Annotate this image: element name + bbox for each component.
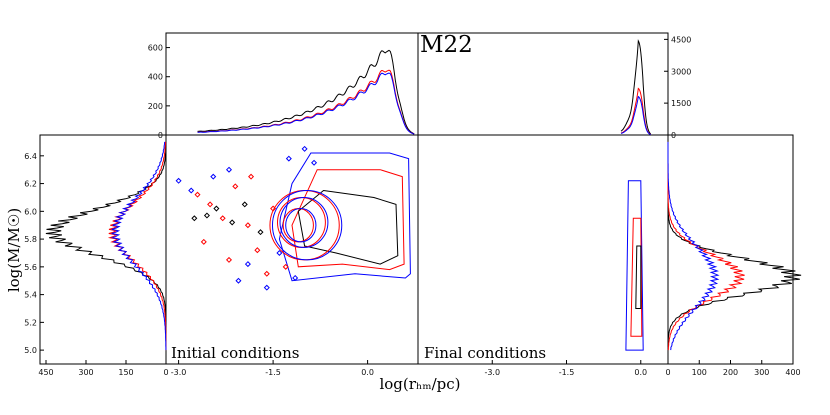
top-final-y-tick-label: 4500 [671, 35, 691, 44]
scatter-point-black [203, 212, 210, 219]
top-final-y-tick-label: 0 [671, 131, 676, 140]
right-hist-x-tick-label: 400 [785, 368, 800, 377]
scatter-point-black [213, 205, 220, 212]
scatter-point-red [219, 215, 226, 222]
top-initial-y-tick-label: 400 [148, 73, 163, 82]
left-initial-histogram-black [45, 141, 167, 351]
scatter-point-red [270, 205, 277, 212]
y-tick-label: 6.4 [24, 152, 37, 161]
left-initial-histogram-blue [110, 141, 167, 351]
top-final-y-tick-label: 1500 [671, 99, 691, 108]
scatter-point-blue [244, 261, 251, 268]
left-initial-histogram-red [107, 141, 167, 351]
right-final-histogram-frame [667, 134, 794, 365]
scatter-point-black [191, 215, 198, 222]
scatter-point-blue [292, 274, 299, 281]
y-tick-label: 5.8 [24, 235, 37, 244]
right-final-histogram-black [667, 141, 802, 351]
chart-title: M22 [420, 32, 473, 58]
top-initial-histogram-frame [165, 32, 419, 136]
x-tick-label: -3.0 [484, 368, 500, 377]
y-tick-label: 5.6 [24, 263, 37, 272]
top-initial-y-tick-label: 600 [148, 44, 163, 53]
x-tick-label: -1.5 [559, 368, 575, 377]
scatter-points [175, 145, 318, 291]
ticks: 5.0 5.2 5.4 5.6 5.8 6.0 6.2 6.4 -3.0 -1.5 0.0 -3.0 -… [24, 35, 800, 377]
top-initial-histogram-red [197, 69, 415, 135]
left-hist-x-tick-label: 300 [78, 368, 93, 377]
initial-panel-label: Initial conditions [171, 344, 299, 362]
axes-frames [39, 32, 794, 365]
top-initial-histogram-blue [197, 72, 415, 135]
x-tick-label: -3.0 [171, 368, 187, 377]
scatter-point-blue [235, 277, 242, 284]
x-tick-label: 0.0 [634, 368, 647, 377]
scatter-point-red [263, 270, 270, 277]
x-tick-label: -1.5 [265, 368, 281, 377]
scatter-point-black [241, 201, 248, 208]
initial-contour-black [297, 189, 399, 265]
top-initial-y-tick-label: 200 [148, 102, 163, 111]
scatter-point-red [194, 191, 201, 198]
initial-contour-blue [278, 152, 411, 282]
y-tick-label: 6.0 [24, 207, 37, 216]
initial-inner-contour-blue [285, 208, 317, 243]
final-contour-black [635, 245, 642, 309]
final-contour-blue [625, 180, 644, 351]
x-tick-label: 0.0 [361, 368, 374, 377]
top-initial-histogram-black [197, 49, 415, 135]
scatter-point-blue [311, 159, 318, 166]
left-initial-histogram-frame [39, 134, 167, 365]
scatter-point-red [200, 238, 207, 245]
left-hist-x-tick-label: 450 [38, 368, 53, 377]
right-hist-x-tick-label: 300 [754, 368, 769, 377]
scatter-point-red [244, 222, 251, 229]
y-tick-label: 5.2 [24, 318, 37, 327]
right-final-histogram-blue [667, 141, 720, 351]
right-hist-x-tick-label: 100 [692, 368, 707, 377]
final-contour-red [630, 217, 643, 337]
scatter-point-blue [263, 284, 270, 291]
left-hist-x-tick-label: 150 [118, 368, 133, 377]
left-hist-x-tick-label: 0 [163, 368, 168, 377]
scatter-point-blue [175, 177, 182, 184]
scatter-point-black [257, 229, 264, 236]
scatter-point-red [225, 256, 233, 263]
top-final-histogram-blue [620, 95, 651, 135]
y-tick-label: 5.0 [24, 346, 37, 355]
histograms [45, 39, 802, 351]
scatter-point-red [254, 247, 261, 254]
top-initial-y-tick-label: 0 [158, 131, 163, 140]
right-final-histogram-red [667, 141, 745, 351]
y-axis-label: log(M/M☉) [5, 208, 23, 292]
scatter-point-blue [301, 145, 308, 152]
right-hist-x-tick-label: 0 [665, 368, 670, 377]
top-final-histogram-black [620, 39, 652, 135]
scatter-point-blue [210, 173, 217, 180]
scatter-point-red [232, 183, 239, 190]
right-hist-x-tick-label: 200 [723, 368, 738, 377]
scatter-point-red [282, 263, 289, 270]
scatter-point-red [207, 201, 214, 208]
y-tick-label: 6.2 [24, 180, 37, 189]
final-conditions-panel-frame [417, 134, 669, 365]
scatter-point-blue [188, 187, 195, 194]
scatter-point-red [248, 173, 255, 180]
initial-inner-contour-blue [271, 190, 343, 261]
final-panel-label: Final conditions [424, 344, 546, 362]
scatter-point-black [229, 219, 236, 226]
scatter-point-blue [276, 249, 283, 256]
initial-inner-contour-blue [279, 196, 329, 248]
initial-contour-red [291, 169, 405, 271]
contours [269, 152, 644, 351]
x-axis-label: log(rₕₘ/pc) [379, 375, 460, 393]
y-tick-label: 5.4 [24, 291, 37, 300]
top-final-y-tick-label: 3000 [671, 67, 691, 76]
scatter-point-blue [285, 155, 292, 162]
scatter-point-blue [225, 166, 233, 173]
